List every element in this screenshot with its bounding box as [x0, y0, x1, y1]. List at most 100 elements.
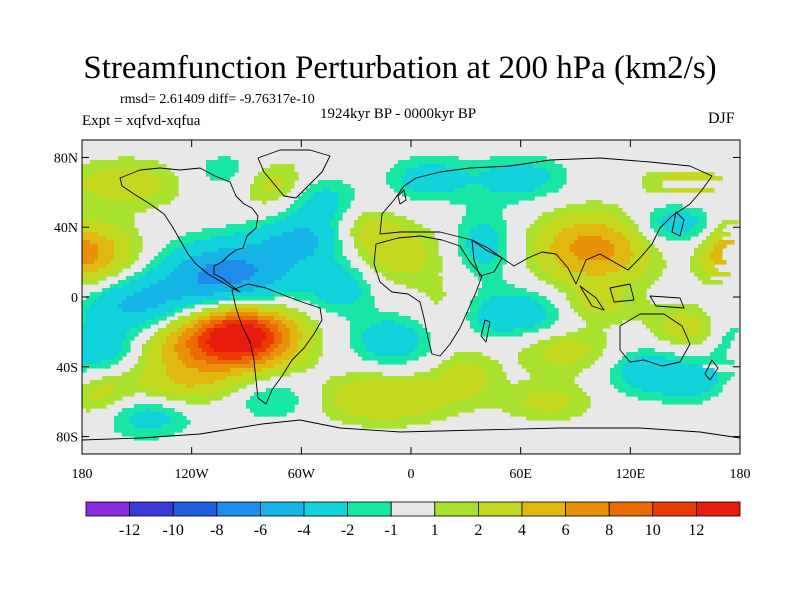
contour-cell	[82, 244, 99, 249]
contour-cell	[698, 244, 707, 249]
contour-cell	[534, 256, 555, 261]
contour-cell	[642, 184, 663, 189]
contour-cell	[586, 352, 603, 357]
contour-cell	[626, 288, 647, 293]
contour-cell	[138, 376, 171, 381]
contour-cell	[458, 224, 479, 229]
contour-cell	[294, 264, 343, 269]
contour-cell	[422, 264, 443, 269]
contour-cell	[150, 260, 163, 265]
contour-cell	[622, 220, 635, 225]
contour-cell	[578, 296, 623, 301]
contour-cell	[134, 424, 163, 429]
contour-cell	[182, 296, 231, 301]
contour-cell	[574, 288, 627, 293]
contour-cell	[162, 184, 179, 189]
contour-cell	[698, 332, 711, 337]
contour-cell	[306, 256, 335, 261]
contour-cell	[274, 348, 287, 353]
contour-cell	[470, 232, 499, 237]
contour-cell	[634, 228, 639, 233]
contour-cell	[710, 352, 727, 357]
contour-cell	[634, 252, 651, 257]
contour-cell	[210, 236, 271, 241]
contour-cell	[218, 304, 235, 309]
contour-cell	[194, 240, 263, 245]
contour-cell	[314, 232, 335, 237]
contour-cell	[542, 352, 587, 357]
contour-cell	[550, 344, 591, 349]
contour-cell	[82, 232, 99, 237]
contour-cell	[470, 300, 483, 305]
contour-cell	[390, 268, 419, 273]
contour-cell	[690, 256, 699, 261]
contour-cell	[426, 256, 443, 261]
contour-cell	[310, 300, 327, 305]
contour-cell	[350, 412, 423, 417]
contour-cell	[414, 348, 431, 353]
contour-cell	[226, 312, 259, 317]
contour-cell	[466, 312, 479, 317]
contour-cell	[466, 264, 503, 269]
contour-cell	[386, 176, 403, 181]
contour-cell	[250, 408, 295, 413]
contour-cell	[282, 352, 295, 357]
contour-cell	[298, 348, 311, 353]
contour-cell	[278, 212, 291, 217]
contour-cell	[542, 348, 591, 353]
contour-cell	[350, 324, 371, 329]
contour-cell	[118, 412, 135, 417]
contour-cell	[718, 372, 735, 377]
contour-cell	[658, 220, 699, 225]
contour-cell	[418, 344, 431, 349]
contour-cell	[82, 268, 99, 273]
contour-cell	[258, 268, 291, 273]
contour-cell	[534, 324, 551, 329]
contour-cell	[362, 224, 399, 229]
colorbar-label: -2	[341, 522, 354, 539]
contour-cell	[242, 372, 271, 377]
contour-cell	[250, 396, 299, 401]
contour-cell	[126, 296, 183, 301]
contour-cell	[466, 208, 503, 213]
contour-cell	[610, 380, 627, 385]
contour-cell	[650, 264, 667, 269]
contour-cell	[718, 380, 727, 385]
contour-cell	[478, 364, 503, 369]
contour-cell	[86, 312, 167, 317]
contour-cell	[146, 272, 171, 277]
contour-cell	[82, 212, 135, 217]
contour-cell	[642, 176, 663, 181]
contour-cell	[174, 344, 187, 349]
contour-cell	[570, 304, 583, 309]
contour-cell	[206, 352, 259, 357]
contour-cell	[690, 212, 707, 217]
coastline-borneo	[609, 283, 635, 303]
contour-cell	[730, 328, 739, 333]
contour-cell	[650, 216, 663, 221]
contour-cell	[610, 212, 627, 217]
contour-cell	[314, 252, 335, 257]
contour-cell	[702, 268, 719, 273]
contour-cell	[206, 264, 255, 269]
contour-cell	[294, 364, 315, 369]
contour-cell	[154, 340, 167, 345]
contour-cell	[690, 268, 703, 273]
contour-cell	[166, 336, 179, 341]
contour-cell	[490, 168, 547, 173]
contour-cell	[670, 172, 715, 177]
contour-cell	[674, 232, 683, 237]
contour-cell	[298, 260, 339, 265]
contour-cell	[586, 320, 623, 325]
contour-cell	[334, 240, 343, 245]
contour-cell	[382, 320, 395, 325]
contour-cell	[142, 288, 255, 293]
contour-cell	[322, 400, 335, 405]
contour-cell	[86, 408, 91, 413]
contour-cell	[498, 240, 507, 245]
contour-cell	[206, 172, 235, 177]
contour-cell	[114, 424, 135, 429]
contour-cell	[146, 340, 155, 345]
contour-cell	[626, 352, 675, 357]
contour-cell	[166, 328, 179, 333]
